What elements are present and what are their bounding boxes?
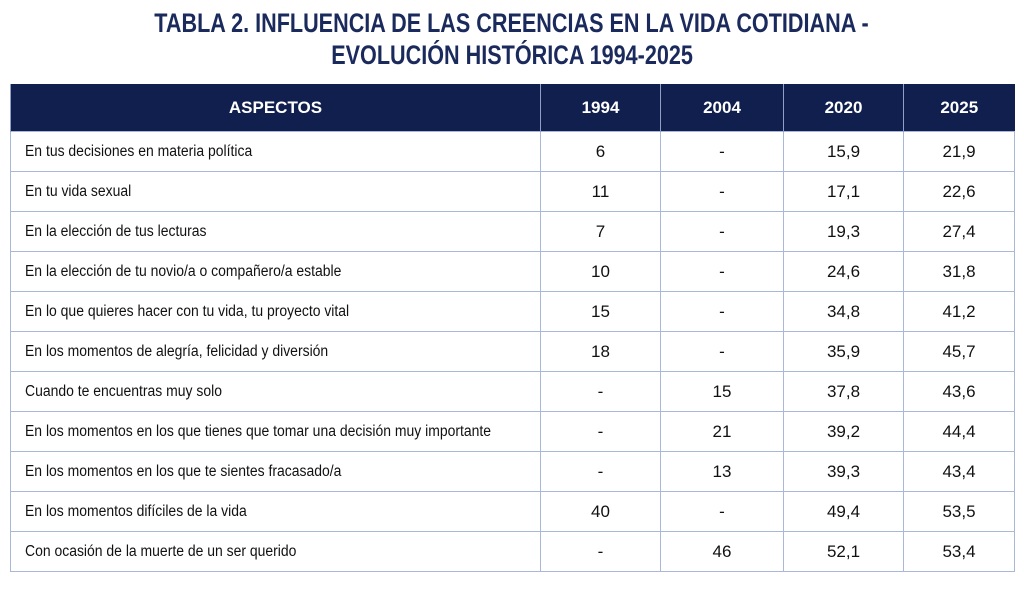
- value-cell: 10: [540, 251, 661, 292]
- value-cell: 24,6: [783, 251, 904, 292]
- header-cell: 2004: [660, 84, 784, 132]
- value-cell: 15: [540, 291, 661, 332]
- header-cell: 2025: [903, 84, 1015, 132]
- aspect-cell: En los momentos difíciles de la vida: [10, 491, 541, 532]
- value-cell: 43,6: [903, 371, 1015, 412]
- table-row: Con ocasión de la muerte de un ser queri…: [10, 531, 1015, 572]
- value-cell: 7: [540, 211, 661, 252]
- value-cell: 13: [660, 451, 784, 492]
- title-line: EVOLUCIÓN HISTÓRICA 1994-2025: [331, 40, 693, 70]
- aspect-text: En los momentos difíciles de la vida: [25, 502, 247, 520]
- value-cell: 15,9: [783, 131, 904, 172]
- value-cell: -: [540, 451, 661, 492]
- value-cell: -: [540, 411, 661, 452]
- value-cell: 39,3: [783, 451, 904, 492]
- aspect-cell: En los momentos en los que tienes que to…: [10, 411, 541, 452]
- value-cell: 41,2: [903, 291, 1015, 332]
- value-cell: 11: [540, 171, 661, 212]
- aspect-text: En los momentos en los que te sientes fr…: [25, 462, 342, 480]
- aspect-cell: En la elección de tus lecturas: [10, 211, 541, 252]
- value-cell: 53,5: [903, 491, 1015, 532]
- header-row: ASPECTOS 1994 2004 2020 2025: [10, 84, 1015, 132]
- value-cell: -: [660, 171, 784, 212]
- table-row: En tu vida sexual 11-17,1 22,6: [10, 171, 1015, 212]
- aspect-text: En los momentos en los que tienes que to…: [25, 422, 492, 440]
- aspect-text: En lo que quieres hacer con tu vida, tu …: [25, 302, 350, 320]
- table-row: Cuando te encuentras muy solo -15 37,8 43,6: [10, 371, 1015, 412]
- table-row: En los momentos en los que te sientes fr…: [10, 451, 1015, 492]
- value-cell: 53,4: [903, 531, 1015, 572]
- value-cell: 52,1: [783, 531, 904, 572]
- value-cell: 21,9: [903, 131, 1015, 172]
- value-cell: 39,2: [783, 411, 904, 452]
- value-cell: 46: [660, 531, 784, 572]
- data-table: ASPECTOS 1994 2004 2020 2025 En tus decision…: [10, 84, 1015, 572]
- value-cell: 43,4: [903, 451, 1015, 492]
- value-cell: 15: [660, 371, 784, 412]
- header-cell: 2020: [783, 84, 904, 132]
- aspect-cell: En los momentos en los que te sientes fr…: [10, 451, 541, 492]
- aspect-cell: En los momentos de alegría, felicidad y …: [10, 331, 541, 372]
- table-row: En la elección de tus lecturas 7-19,3 27,4: [10, 211, 1015, 252]
- value-cell: 6: [540, 131, 661, 172]
- table-row: En tus decisiones en materia política 6-1…: [10, 131, 1015, 172]
- aspect-cell: En lo que quieres hacer con tu vida, tu …: [10, 291, 541, 332]
- table-row: En la elección de tu novio/a o compañero…: [10, 251, 1015, 292]
- value-cell: -: [540, 371, 661, 412]
- table-body: En tus decisiones en materia política 6-1…: [10, 131, 1015, 572]
- value-cell: -: [660, 131, 784, 172]
- value-cell: 18: [540, 331, 661, 372]
- title: EVOLUCIÓN HISTÓRICA 1994-2025: [0, 40, 1024, 70]
- value-cell: 22,6: [903, 171, 1015, 212]
- aspect-text: Cuando te encuentras muy solo: [25, 382, 222, 400]
- value-cell: 44,4: [903, 411, 1015, 452]
- value-cell: -: [660, 251, 784, 292]
- value-cell: 27,4: [903, 211, 1015, 252]
- value-cell: 31,8: [903, 251, 1015, 292]
- table-row: En los momentos de alegría, felicidad y …: [10, 331, 1015, 372]
- table-row: En lo que quieres hacer con tu vida, tu …: [10, 291, 1015, 332]
- value-cell: -: [660, 491, 784, 532]
- value-cell: 21: [660, 411, 784, 452]
- value-cell: 37,8: [783, 371, 904, 412]
- aspect-text: Con ocasión de la muerte de un ser queri…: [25, 542, 297, 560]
- table-row: En los momentos en los que tienes que to…: [10, 411, 1015, 452]
- value-cell: 17,1: [783, 171, 904, 212]
- aspect-text: En la elección de tu novio/a o compañero…: [25, 262, 342, 280]
- value-cell: -: [540, 531, 661, 572]
- aspect-cell: En tu vida sexual: [10, 171, 541, 212]
- value-cell: -: [660, 331, 784, 372]
- aspect-text: En los momentos de alegría, felicidad y …: [25, 342, 329, 360]
- aspect-text: En la elección de tus lecturas: [25, 222, 207, 240]
- table-row: En los momentos difíciles de la vida 40-4…: [10, 491, 1015, 532]
- value-cell: 19,3: [783, 211, 904, 252]
- value-cell: 45,7: [903, 331, 1015, 372]
- aspect-cell: En la elección de tu novio/a o compañero…: [10, 251, 541, 292]
- aspect-cell: Con ocasión de la muerte de un ser queri…: [10, 531, 541, 572]
- title: TABLA 2. INFLUENCIA DE LAS CREENCIAS EN …: [0, 8, 1024, 38]
- value-cell: 34,8: [783, 291, 904, 332]
- header-cell: ASPECTOS: [10, 84, 541, 132]
- aspect-cell: En tus decisiones en materia política: [10, 131, 541, 172]
- aspect-text: En tu vida sexual: [25, 182, 132, 200]
- value-cell: 49,4: [783, 491, 904, 532]
- aspect-cell: Cuando te encuentras muy solo: [10, 371, 541, 412]
- aspect-text: En tus decisiones en materia política: [25, 142, 253, 160]
- value-cell: -: [660, 211, 784, 252]
- value-cell: -: [660, 291, 784, 332]
- value-cell: 35,9: [783, 331, 904, 372]
- header-cell: 1994: [540, 84, 661, 132]
- value-cell: 40: [540, 491, 661, 532]
- title-line: TABLA 2. INFLUENCIA DE LAS CREENCIAS EN …: [154, 8, 870, 38]
